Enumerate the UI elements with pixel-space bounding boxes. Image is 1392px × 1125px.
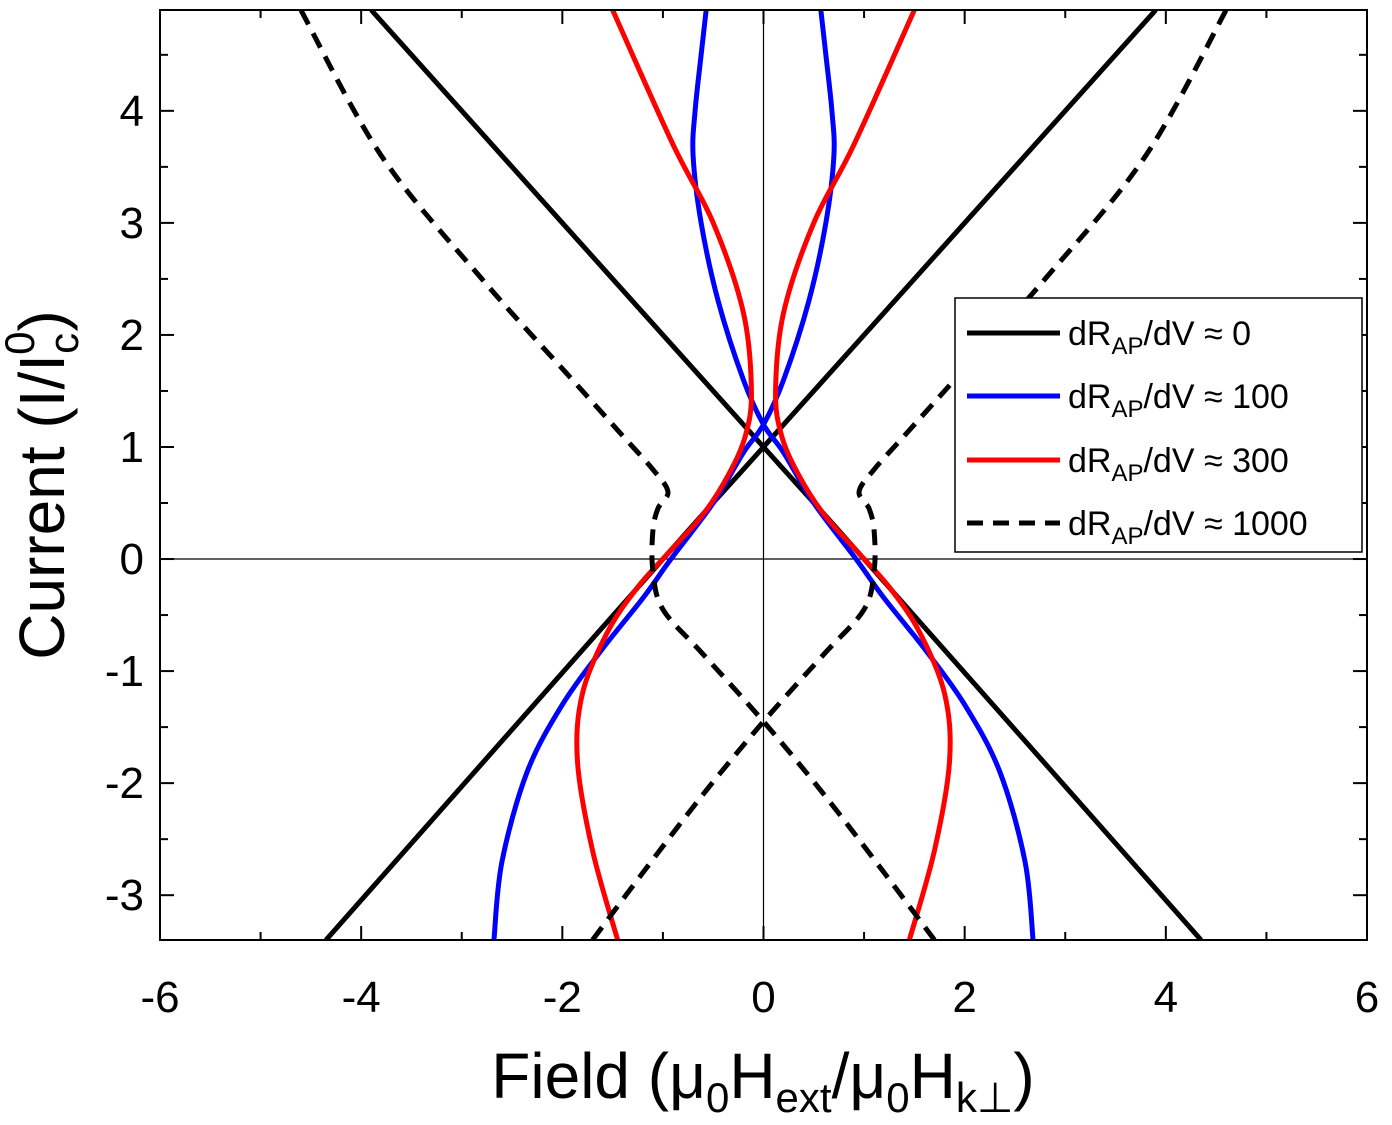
- x-tick-label: -4: [342, 973, 381, 1022]
- series-3-branch-0-line: [590, 10, 1229, 940]
- y-tick-label: 2: [120, 311, 144, 360]
- y-tick-label: -3: [105, 871, 144, 920]
- curves-layer: [298, 10, 1229, 940]
- y-tick-label: -2: [105, 759, 144, 808]
- x-tick-label: -2: [543, 973, 582, 1022]
- x-tick-label: -6: [140, 973, 179, 1022]
- x-tick-label: 2: [952, 973, 976, 1022]
- series-2-branch-0-line: [574, 10, 754, 940]
- y-tick-label: -1: [105, 647, 144, 696]
- y-axis-title: Current (I/Ic0): [0, 310, 87, 660]
- series-3-branch-1-line: [298, 10, 937, 940]
- legend: dRAP/dV ≈ 0 dRAP/dV ≈ 100 dRAP/dV ≈ 300 dRA…: [954, 297, 1363, 553]
- y-tick-label: 3: [120, 199, 144, 248]
- x-tick-label: 6: [1355, 973, 1379, 1022]
- x-axis-title: Field (μ0Hext/μ0Hk⊥): [491, 1040, 1034, 1121]
- legend-box: [954, 297, 1363, 553]
- series-1-branch-0-line: [491, 10, 837, 940]
- series-2-branch-1-line: [773, 10, 953, 940]
- tick-labels: -6 -4 -2 0 2 4 6 -3 -2 -1 0 1 2 3 4: [105, 87, 1379, 1022]
- legend-label-3: dRAP/dV ≈ 1000: [1068, 505, 1308, 550]
- legend-label-1: dRAP/dV ≈ 100: [1068, 378, 1289, 423]
- legend-label-0: dRAP/dV ≈ 0: [1068, 315, 1251, 360]
- series-1-branch-1-line: [690, 10, 1036, 940]
- zero-reference-lines: [160, 10, 1367, 940]
- x-tick-label: 0: [751, 973, 775, 1022]
- legend-label-2: dRAP/dV ≈ 300: [1068, 442, 1289, 487]
- x-tick-label: 4: [1154, 973, 1178, 1022]
- y-tick-label: 4: [120, 87, 144, 136]
- y-tick-label: 0: [120, 535, 144, 584]
- y-tick-label: 1: [120, 423, 144, 472]
